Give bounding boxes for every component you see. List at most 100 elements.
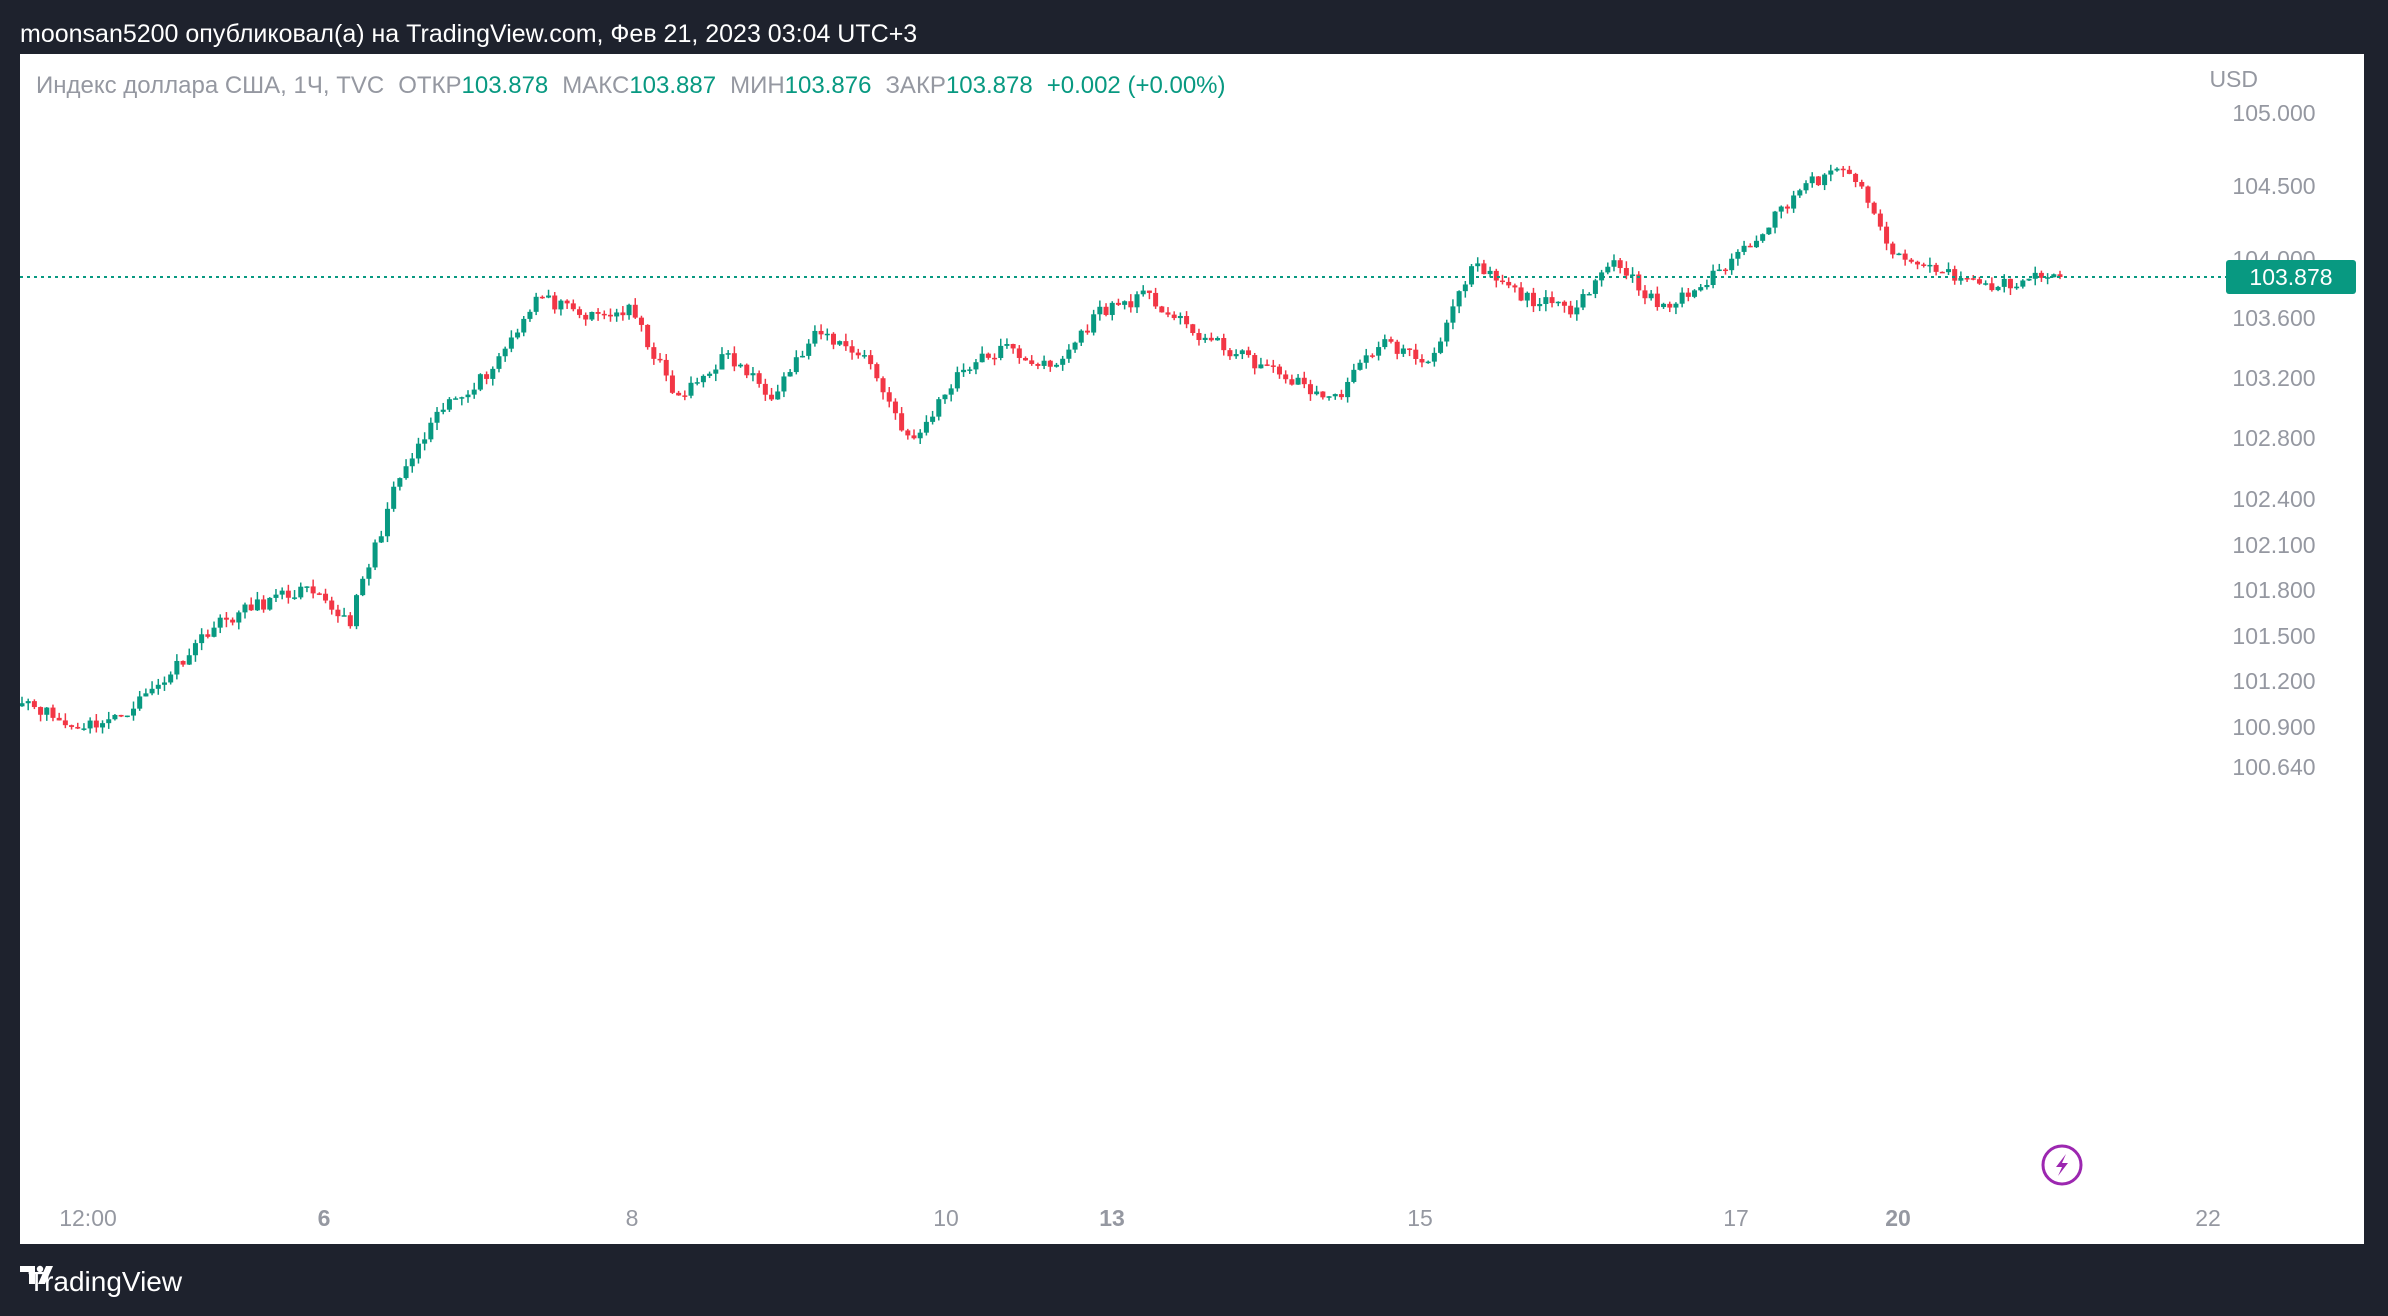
candle-body — [1716, 269, 1722, 272]
candle-body — [391, 486, 397, 509]
candle-body — [1549, 297, 1555, 304]
candle-body — [1704, 285, 1710, 288]
candle-body — [1574, 307, 1580, 315]
candle-body — [1685, 292, 1691, 297]
candle-body — [793, 357, 799, 373]
candle-body — [1952, 269, 1958, 281]
candle-body — [558, 300, 564, 310]
candle-body — [1091, 314, 1097, 333]
candle-body — [1326, 396, 1332, 398]
candle-body — [192, 643, 198, 656]
time-axis-label: 22 — [2195, 1205, 2221, 1231]
candle-body — [527, 311, 533, 319]
candle-body — [1518, 287, 1524, 301]
candle-body — [1580, 294, 1586, 308]
candle-body — [2026, 278, 2032, 281]
candle-body — [1165, 312, 1171, 315]
candle-body — [1462, 284, 1468, 292]
candle-body — [1301, 377, 1307, 385]
candle-body — [707, 373, 713, 376]
candle-body — [2038, 272, 2044, 278]
candle-body — [298, 586, 304, 598]
candle-body — [812, 330, 818, 344]
candle-body — [830, 333, 836, 345]
candle-body — [601, 313, 607, 316]
candle-body — [923, 421, 929, 433]
candle-body — [1623, 268, 1629, 276]
price-axis-label: 104.500 — [2232, 173, 2315, 199]
candle-body — [50, 707, 56, 718]
candle-body — [2007, 278, 2013, 289]
candle-body — [1351, 369, 1357, 382]
candle-body — [1146, 290, 1152, 293]
currency-label[interactable]: USD — [2209, 66, 2258, 92]
candle-body — [948, 388, 954, 395]
candle-body — [1450, 306, 1456, 323]
candle-body — [1314, 391, 1320, 395]
candle-body — [620, 312, 626, 316]
candle-body — [217, 617, 223, 628]
candle-body — [372, 542, 378, 568]
candle-body — [38, 707, 44, 715]
candle-body — [731, 353, 737, 367]
candle-body — [1239, 350, 1245, 355]
candle-body — [1815, 176, 1821, 186]
candle-body — [465, 394, 471, 398]
candle-body — [1376, 347, 1382, 356]
candle-body — [1561, 301, 1567, 306]
candle-body — [756, 373, 762, 384]
high-label: МАКС — [562, 72, 630, 99]
candle-body — [1270, 365, 1276, 367]
close-label: ЗАКР — [885, 72, 946, 99]
candle-body — [781, 376, 787, 392]
candle-body — [211, 627, 217, 637]
candle-body — [1902, 253, 1908, 260]
candle-body — [1246, 350, 1252, 356]
candle-body — [1599, 272, 1605, 281]
candle-body — [254, 599, 260, 611]
candle-body — [1400, 348, 1406, 354]
candle-body — [694, 382, 700, 384]
candle-body — [1252, 355, 1258, 369]
time-axis-label: 20 — [1885, 1205, 1911, 1231]
candle-body — [508, 337, 514, 349]
candle-body — [1877, 213, 1883, 227]
candle-body — [1605, 266, 1611, 273]
candle-body — [651, 347, 657, 359]
candle-body — [1499, 280, 1505, 283]
price-axis-label: 105.000 — [2232, 100, 2315, 126]
candlestick-plot[interactable]: 105.000104.500104.000103.600103.200102.8… — [20, 54, 2364, 1244]
chart-panel[interactable]: Индекс доллара США, 1Ч, TVC ОТКР103.878 МА… — [20, 54, 2364, 1244]
candle-body — [930, 416, 936, 422]
candle-body — [1438, 341, 1444, 353]
candle-body — [1444, 322, 1450, 342]
candle-body — [1072, 342, 1078, 350]
candle-body — [1413, 349, 1419, 359]
publisher-header: moonsan5200 опубликовал(а) на TradingVie… — [20, 20, 918, 48]
candle-body — [25, 701, 31, 704]
footer-brand[interactable]: TradingView — [20, 1262, 182, 1302]
time-axis-label: 13 — [1099, 1205, 1125, 1231]
candle-body — [1834, 168, 1840, 171]
candle-body — [899, 413, 905, 431]
candle-body — [1741, 245, 1747, 252]
candle-body — [1989, 283, 1995, 291]
candle-body — [422, 439, 428, 444]
candle-body — [1803, 183, 1809, 191]
price-axis-label: 100.900 — [2232, 714, 2315, 740]
flash-icon[interactable] — [2041, 1144, 2083, 1186]
candle-body — [669, 375, 675, 393]
candle-body — [515, 332, 521, 338]
candle-body — [1964, 278, 1970, 280]
candle-body — [440, 409, 446, 412]
candle-body — [992, 357, 998, 360]
candle-body — [279, 590, 285, 595]
candle-body — [942, 394, 948, 400]
candle-body — [1357, 362, 1363, 370]
candle-body — [1735, 251, 1741, 259]
candle-body — [1865, 186, 1871, 203]
candle-body — [1221, 338, 1227, 351]
candle-body — [1778, 206, 1784, 212]
candle-body — [855, 352, 861, 356]
candle-body — [354, 595, 360, 627]
